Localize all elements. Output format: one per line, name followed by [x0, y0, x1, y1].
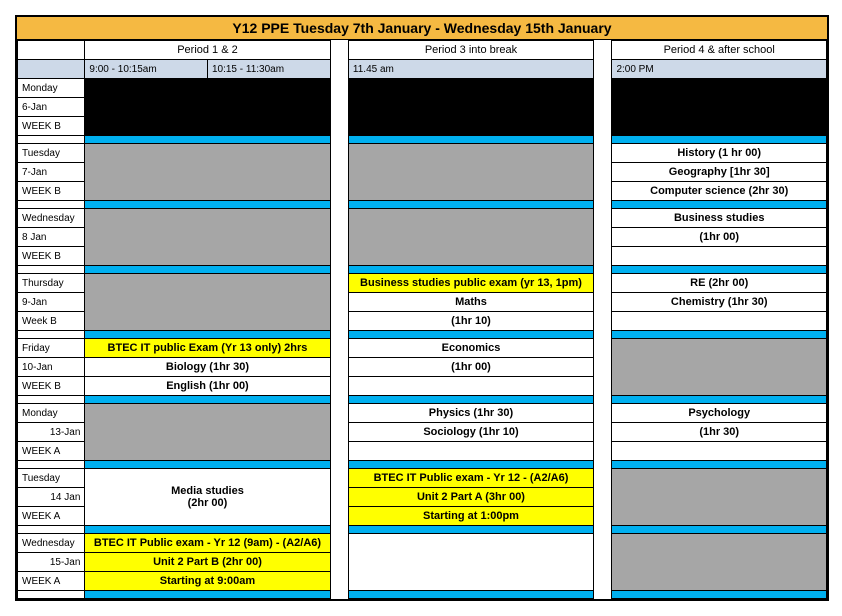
day-label: WEEK B [18, 377, 85, 396]
day-label: Wednesday [18, 209, 85, 228]
day-label: 8 Jan [18, 228, 85, 247]
day-label: 15-Jan [18, 553, 85, 572]
cell-highlight: Starting at 1:00pm [348, 507, 593, 526]
cell: Biology (1hr 30) [85, 358, 330, 377]
cell: Physics (1hr 30) [348, 404, 593, 423]
cell: Sociology (1hr 10) [348, 423, 593, 442]
cell: (1hr 00) [348, 358, 593, 377]
time-header-row: 9:00 - 10:15am 10:15 - 11:30am 11.45 am … [18, 60, 827, 79]
cell: Computer science (2hr 30) [612, 182, 827, 201]
time-2: 10:15 - 11:30am [207, 60, 330, 79]
row-fri10-1: Friday BTEC IT public Exam (Yr 13 only) … [18, 339, 827, 358]
cell: (1hr 10) [348, 312, 593, 331]
time-3: 11.45 am [348, 60, 593, 79]
day-label: 7-Jan [18, 163, 85, 182]
cell: (2hr 00) [188, 497, 228, 509]
day-label: WEEK B [18, 247, 85, 266]
day-label: 13-Jan [18, 423, 85, 442]
title-bar: Y12 PPE Tuesday 7th January - Wednesday … [17, 17, 827, 40]
day-label: WEEK B [18, 182, 85, 201]
day-label: WEEK A [18, 442, 85, 461]
cell-highlight: BTEC IT Public exam - Yr 12 - (A2/A6) [348, 469, 593, 488]
row-tue7-1: Tuesday History (1 hr 00) [18, 144, 827, 163]
cell: Economics [348, 339, 593, 358]
time-4: 2:00 PM [612, 60, 827, 79]
cell: Maths [348, 293, 593, 312]
header-p4: Period 4 & after school [612, 41, 827, 60]
day-label: 10-Jan [18, 358, 85, 377]
row-wed15-1: Wednesday BTEC IT Public exam - Yr 12 (9… [18, 534, 827, 553]
day-label: Tuesday [18, 469, 85, 488]
header-p12: Period 1 & 2 [85, 41, 330, 60]
cell-highlight: Starting at 9:00am [85, 572, 330, 591]
row-mon13-1: Monday Physics (1hr 30) Psychology [18, 404, 827, 423]
cell: Business studies [612, 209, 827, 228]
row-thu9-1: Thursday Business studies public exam (y… [18, 274, 827, 293]
timetable: Y12 PPE Tuesday 7th January - Wednesday … [15, 15, 829, 601]
cell: RE (2hr 00) [612, 274, 827, 293]
day-label: 6-Jan [18, 98, 85, 117]
day-label: Monday [18, 79, 85, 98]
time-1: 9:00 - 10:15am [85, 60, 208, 79]
cell: Media studies [171, 485, 244, 497]
day-label: Week B [18, 312, 85, 331]
day-label: Tuesday [18, 144, 85, 163]
cell: History (1 hr 00) [612, 144, 827, 163]
day-label: WEEK B [18, 117, 85, 136]
cell: Psychology [612, 404, 827, 423]
day-label: Thursday [18, 274, 85, 293]
day-label: WEEK A [18, 572, 85, 591]
cell-highlight: Business studies public exam (yr 13, 1pm… [348, 274, 593, 293]
cell-highlight: BTEC IT public Exam (Yr 13 only) 2hrs [85, 339, 330, 358]
cell-highlight: BTEC IT Public exam - Yr 12 (9am) - (A2/… [85, 534, 330, 553]
period-header-row: Period 1 & 2 Period 3 into break Period … [18, 41, 827, 60]
cell-highlight: Unit 2 Part A (3hr 00) [348, 488, 593, 507]
cell: English (1hr 00) [85, 377, 330, 396]
timetable-grid: Period 1 & 2 Period 3 into break Period … [17, 40, 827, 599]
day-label: 14 Jan [18, 488, 85, 507]
day-label: 9-Jan [18, 293, 85, 312]
cell-highlight: Unit 2 Part B (2hr 00) [85, 553, 330, 572]
day-label: Friday [18, 339, 85, 358]
day-label: Monday [18, 404, 85, 423]
day-label: Wednesday [18, 534, 85, 553]
cell: (1hr 00) [612, 228, 827, 247]
cell: Geography [1hr 30] [612, 163, 827, 182]
day-label: WEEK A [18, 507, 85, 526]
header-p3: Period 3 into break [348, 41, 593, 60]
row-wed8-1: Wednesday Business studies [18, 209, 827, 228]
row-tue14-1: Tuesday Media studies(2hr 00) BTEC IT Pu… [18, 469, 827, 488]
cell: Chemistry (1hr 30) [612, 293, 827, 312]
row-mon6-1: Monday [18, 79, 827, 98]
cell: (1hr 30) [612, 423, 827, 442]
